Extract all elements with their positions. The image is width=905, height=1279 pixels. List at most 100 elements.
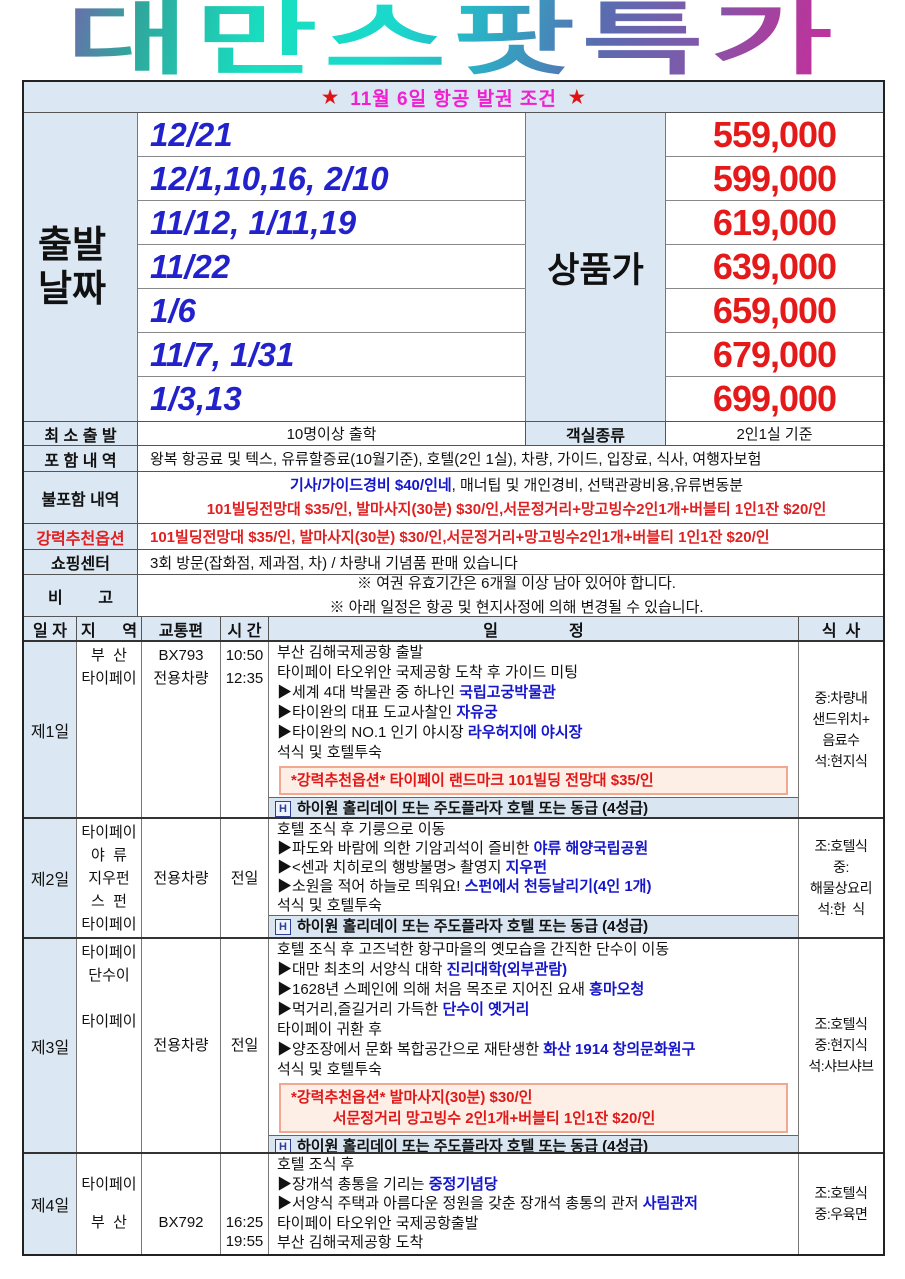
included-value: 왕복 항공료 및 텍스, 유류할증료(10월기준), 호텔(2인 1실), 차량… — [150, 451, 762, 468]
transport-cell: 전용차량 — [142, 819, 221, 937]
meal-line: 해물상요리 — [810, 880, 872, 896]
price-cell: 559,000 — [666, 113, 883, 157]
page-title-text: 대만스팟특가 — [66, 0, 839, 84]
transport-cell: 전용차량 — [142, 939, 221, 1152]
region-cell: 타이페이 야 류 지우펀 스 펀 타이페이 — [77, 819, 142, 937]
day-label: 제2일 — [24, 819, 77, 937]
schedule-line: 석식 및 호텔투숙 — [269, 1060, 798, 1080]
meal-line: 석:한 식 — [817, 901, 865, 917]
region-cell: 타이페이 부 산 — [77, 1154, 142, 1254]
highlight-place: 화산 1914 창의문화원구 — [543, 1041, 696, 1058]
itinerary-header-row: 일 자 지 역 교통편 시 간 일 정 식 사 — [24, 617, 883, 642]
itinerary-day-row: 제2일 타이페이 야 류 지우펀 스 펀 타이페이 전용차량 전일 호텔 조식 후 기룽으로 이… — [24, 819, 883, 939]
departure-date-cell: 11/22 — [138, 245, 526, 289]
time-cell-line: 전일 — [230, 869, 259, 887]
departure-dates-label: 출발 날짜 — [24, 113, 138, 421]
time-cell: 전일 — [221, 939, 269, 1152]
meal-line: 중:차량내 — [814, 689, 868, 706]
schedule-text: ▶타이완의 NO.1 인기 야시장 — [277, 724, 468, 741]
schedule-text: 부산 김해국제공항 출발 — [277, 644, 424, 661]
schedule-text: 타이페이 귀환 후 — [277, 1021, 382, 1038]
itinerary-day-row: 제1일 부 산 타이페이 BX793 전용차량 10:50 12:35 부산 김해국제공항 출… — [24, 642, 883, 819]
shopping-center-label: 쇼핑센터 — [24, 550, 138, 574]
schedule-line: 타이페이 타오위안 국제공항출발 — [269, 1214, 798, 1234]
schedule-text: ▶세계 4대 박물관 중 하나인 — [277, 684, 460, 701]
schedule-line: ▶타이완의 NO.1 인기 야시장 라우허지에 야시장 — [269, 723, 798, 743]
meal-line: 중:우육면 — [814, 1206, 868, 1222]
departure-date-cell: 12/1,10,16, 2/10 — [138, 157, 526, 201]
banner-text: 11월 6일 항공 발권 조건 — [350, 88, 557, 110]
col-header-day: 일 자 — [24, 617, 77, 640]
highlight-place: 국립고궁박물관 — [459, 684, 556, 701]
schedule-line: 부산 김해국제공항 출발 — [269, 643, 798, 663]
col-header-schedule: 일 정 — [269, 617, 799, 640]
hotel-icon: H — [275, 919, 291, 935]
region-cell-line: 지우펀 — [88, 870, 130, 887]
departure-price-table: 출발 날짜 상품가 12/21 559,000 12/1,10,16, 2/10 59… — [24, 113, 883, 422]
itinerary-day-row: 제3일 타이페이 단수이 타이페이 전용차량 전일 호텔 조식 후 고즈넉한 항구마을의 … — [24, 939, 883, 1154]
transport-cell-line: 전용차량 — [153, 869, 209, 887]
min-departure-row: 최 소 출 발 10명이상 출학 객실종류 2인1실 기준 — [24, 422, 883, 446]
region-cell-line — [77, 1156, 141, 1175]
time-cell: 10:50 12:35 — [221, 642, 269, 817]
meal-line: 조:호텔식 — [814, 1016, 868, 1032]
departure-date-cell: 1/6 — [138, 289, 526, 333]
price-cell: 679,000 — [666, 333, 883, 377]
highlight-place: 야류 해양국립공원 — [533, 840, 649, 857]
col-header-region: 지 역 — [77, 617, 142, 640]
schedule-text: ▶<센과 치히로의 행방불명> 촬영지 — [277, 859, 506, 876]
transport-cell-line — [142, 1194, 220, 1213]
region-cell-line — [77, 1194, 141, 1213]
time-cell: 전일 — [221, 819, 269, 937]
schedule-text: 부산 김해국제공항 도착 — [277, 1234, 424, 1251]
recommended-option-value: 101빌딩전망대 $35/인, 발마사지(30분) $30/인,서문정거리+망고… — [150, 529, 770, 546]
transport-cell-line: 전용차량 — [153, 1037, 209, 1054]
highlight-place: 단수이 옛거리 — [442, 1001, 530, 1018]
schedule-text: 석식 및 호텔투숙 — [277, 744, 382, 761]
meal-line: 음료수 — [822, 731, 860, 748]
price-cell: 599,000 — [666, 157, 883, 201]
schedule-line: ▶소원을 적어 하늘로 띄워요! 스펀에서 천등날리기(4인 1개) — [269, 877, 798, 896]
region-cell-line: 타이페이 — [81, 824, 137, 841]
region-cell-line: 스 펀 — [91, 893, 127, 910]
meals-cell: 조:호텔식 중:현지식 석:샤브샤브 — [799, 939, 883, 1152]
schedule-text: 호텔 조식 후 — [277, 1156, 355, 1173]
excluded-row: 불포함 내역 기사/가이드경비 $40/인네, 매너팁 및 개인경비, 선택관광… — [24, 472, 883, 524]
schedule-line: 타이페이 타오위안 국제공항 도착 후 가이드 미팅 — [269, 663, 798, 683]
schedule-line: 부산 김해국제공항 도착 — [269, 1233, 798, 1253]
room-type-value: 2인1실 기준 — [736, 426, 813, 443]
included-row: 포 함 내 역 왕복 항공료 및 텍스, 유류할증료(10월기준), 호텔(2인… — [24, 446, 883, 472]
meal-line: 중: — [833, 859, 849, 875]
schedule-text: ▶장개석 총통을 기리는 — [277, 1175, 429, 1193]
region-cell-line — [77, 987, 141, 1010]
departure-date-cell: 11/12, 1/11,19 — [138, 201, 526, 245]
schedule-line: ▶파도와 바람에 의한 기암괴석이 즐비한 야류 해양국립공원 — [269, 839, 798, 858]
highlight-place: 지우펀 — [505, 859, 547, 876]
flyer-sheet: ★ 11월 6일 항공 발권 조건 ★ 출발 날짜 상품가 12/21 559,0… — [22, 80, 885, 1256]
price-cell: 639,000 — [666, 245, 883, 289]
recommended-option-label: 강력추천옵션 — [24, 524, 138, 549]
time-cell-line — [221, 1156, 268, 1175]
highlight-place: 스펀에서 천등날리기(4인 1개) — [464, 878, 652, 895]
region-cell-line: 부 산 — [91, 647, 127, 664]
page-title: 대만스팟특가 — [0, 0, 905, 80]
region-cell-line: 타이페이 — [81, 944, 137, 961]
col-header-time: 시 간 — [221, 617, 269, 640]
itinerary-day-row: 제4일 타이페이 부 산 BX792 16:25 19:55 호텔 조식 후 ▶장개석… — [24, 1154, 883, 1254]
hotel-bar: H 하이원 홀리데이 또는 주도플라자 호텔 또는 동급 (4성급) — [269, 915, 798, 937]
meals-cell: 조:호텔식 중:우육면 — [799, 1154, 883, 1254]
schedule-text: ▶타이완의 대표 도교사찰인 — [277, 704, 457, 721]
meals-cell: 조:호텔식 중: 해물상요리 석:한 식 — [799, 819, 883, 937]
transport-cell: BX793 전용차량 — [142, 642, 221, 817]
time-cell-line: 12:35 — [225, 670, 264, 687]
schedule-cell: 호텔 조식 후 고즈넉한 항구마을의 옛모습을 간직한 단수이 이동 ▶대만 최초… — [269, 939, 799, 1152]
min-departure-label: 최 소 출 발 — [24, 422, 138, 445]
shopping-center-value: 3회 방문(잡화점, 제과점, 차) / 차량내 기념품 판매 있습니다 — [150, 554, 518, 572]
col-header-transport: 교통편 — [142, 617, 221, 640]
transport-cell: BX792 — [142, 1154, 221, 1254]
transport-cell-line — [142, 1232, 220, 1251]
schedule-line: ▶장개석 총통을 기리는 중정기념당 — [269, 1175, 798, 1195]
day-label: 제3일 — [24, 939, 77, 1152]
schedule-line: ▶세계 4대 박물관 중 하나인 국립고궁박물관 — [269, 683, 798, 703]
